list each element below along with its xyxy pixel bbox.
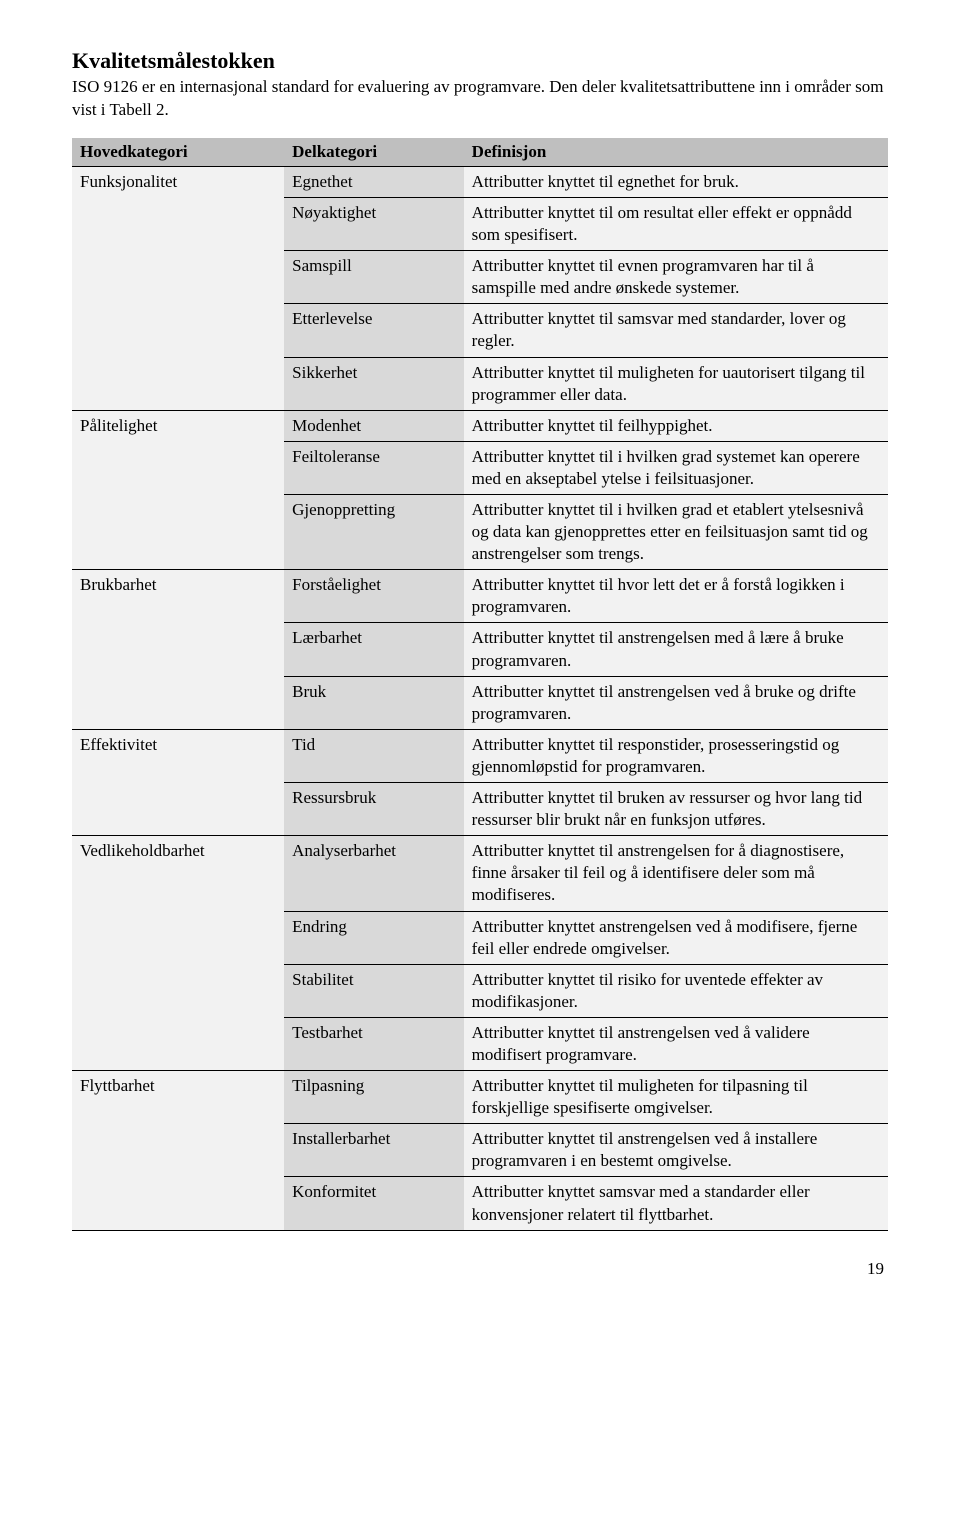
definition-cell: Attributter knyttet til bruken av ressur… — [464, 783, 888, 836]
col-header-sub: Delkategori — [284, 138, 464, 167]
definition-cell: Attributter knyttet til hvor lett det er… — [464, 570, 888, 623]
definition-cell: Attributter knyttet til muligheten for t… — [464, 1071, 888, 1124]
definition-cell: Attributter knyttet til samsvar med stan… — [464, 304, 888, 357]
quality-table: Hovedkategori Delkategori Definisjon Fun… — [72, 138, 888, 1231]
definition-cell: Attributter knyttet til anstrengelsen ve… — [464, 1124, 888, 1177]
sub-category-cell: Bruk — [284, 676, 464, 729]
main-category-cell: Brukbarhet — [72, 570, 284, 730]
definition-cell: Attributter knyttet til evnen programvar… — [464, 251, 888, 304]
sub-category-cell: Modenhet — [284, 410, 464, 441]
sub-category-cell: Tid — [284, 729, 464, 782]
sub-category-cell: Tilpasning — [284, 1071, 464, 1124]
definition-cell: Attributter knyttet til i hvilken grad e… — [464, 495, 888, 570]
document-page: Kvalitetsmålestokken ISO 9126 er en inte… — [0, 0, 960, 1319]
col-header-def: Definisjon — [464, 138, 888, 167]
definition-cell: Attributter knyttet til om resultat elle… — [464, 197, 888, 250]
main-category-cell: Pålitelighet — [72, 410, 284, 570]
sub-category-cell: Nøyaktighet — [284, 197, 464, 250]
definition-cell: Attributter knyttet til anstrengelsen me… — [464, 623, 888, 676]
sub-category-cell: Stabilitet — [284, 964, 464, 1017]
definition-cell: Attributter knyttet til muligheten for u… — [464, 357, 888, 410]
col-header-main: Hovedkategori — [72, 138, 284, 167]
table-row: FlyttbarhetTilpasningAttributter knyttet… — [72, 1071, 888, 1124]
sub-category-cell: Gjenoppretting — [284, 495, 464, 570]
sub-category-cell: Feiltoleranse — [284, 441, 464, 494]
definition-cell: Attributter knyttet til egnethet for bru… — [464, 166, 888, 197]
main-category-cell: Funksjonalitet — [72, 166, 284, 410]
definition-cell: Attributter knyttet til anstrengelsen fo… — [464, 836, 888, 911]
sub-category-cell: Endring — [284, 911, 464, 964]
table-row: VedlikeholdbarhetAnalyserbarhetAttributt… — [72, 836, 888, 911]
sub-category-cell: Ressursbruk — [284, 783, 464, 836]
table-header-row: Hovedkategori Delkategori Definisjon — [72, 138, 888, 167]
table-row: BrukbarhetForståelighetAttributter knytt… — [72, 570, 888, 623]
sub-category-cell: Forståelighet — [284, 570, 464, 623]
sub-category-cell: Konformitet — [284, 1177, 464, 1230]
sub-category-cell: Etterlevelse — [284, 304, 464, 357]
definition-cell: Attributter knyttet til i hvilken grad s… — [464, 441, 888, 494]
definition-cell: Attributter knyttet anstrengelsen ved å … — [464, 911, 888, 964]
definition-cell: Attributter knyttet samsvar med a standa… — [464, 1177, 888, 1230]
main-category-cell: Vedlikeholdbarhet — [72, 836, 284, 1071]
sub-category-cell: Egnethet — [284, 166, 464, 197]
definition-cell: Attributter knyttet til anstrengelsen ve… — [464, 1017, 888, 1070]
intro-paragraph: ISO 9126 er en internasjonal standard fo… — [72, 76, 888, 122]
definition-cell: Attributter knyttet til risiko for uvent… — [464, 964, 888, 1017]
definition-cell: Attributter knyttet til feilhyppighet. — [464, 410, 888, 441]
sub-category-cell: Samspill — [284, 251, 464, 304]
page-number: 19 — [72, 1259, 888, 1279]
definition-cell: Attributter knyttet til anstrengelsen ve… — [464, 676, 888, 729]
main-category-cell: Flyttbarhet — [72, 1071, 284, 1231]
sub-category-cell: Installerbarhet — [284, 1124, 464, 1177]
table-row: FunksjonalitetEgnethetAttributter knytte… — [72, 166, 888, 197]
table-row: PålitelighetModenhetAttributter knyttet … — [72, 410, 888, 441]
sub-category-cell: Sikkerhet — [284, 357, 464, 410]
section-title: Kvalitetsmålestokken — [72, 48, 888, 74]
sub-category-cell: Analyserbarhet — [284, 836, 464, 911]
sub-category-cell: Lærbarhet — [284, 623, 464, 676]
table-row: EffektivitetTidAttributter knyttet til r… — [72, 729, 888, 782]
definition-cell: Attributter knyttet til responstider, pr… — [464, 729, 888, 782]
main-category-cell: Effektivitet — [72, 729, 284, 835]
sub-category-cell: Testbarhet — [284, 1017, 464, 1070]
